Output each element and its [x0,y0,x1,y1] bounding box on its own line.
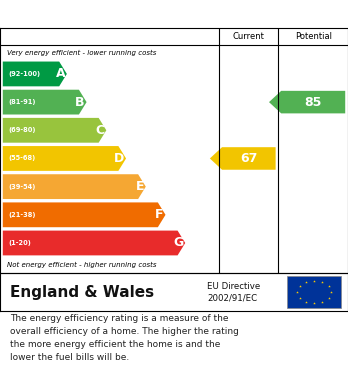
Polygon shape [3,90,87,115]
Text: (39-54): (39-54) [9,184,36,190]
Text: Potential: Potential [295,32,332,41]
Text: Current: Current [233,32,265,41]
Text: C: C [95,124,105,137]
Text: 85: 85 [304,96,322,109]
Text: D: D [114,152,124,165]
Polygon shape [3,146,126,171]
Text: 67: 67 [240,152,258,165]
Text: F: F [155,208,164,221]
Text: (1-20): (1-20) [9,240,32,246]
Text: Energy Efficiency Rating: Energy Efficiency Rating [10,7,220,22]
Text: Not energy efficient - higher running costs: Not energy efficient - higher running co… [7,262,157,268]
Polygon shape [3,118,106,143]
Text: (21-38): (21-38) [9,212,36,218]
Text: B: B [76,96,85,109]
Text: (81-91): (81-91) [9,99,36,105]
Polygon shape [269,91,345,113]
Text: EU Directive
2002/91/EC: EU Directive 2002/91/EC [207,282,260,302]
Polygon shape [3,231,185,255]
Text: England & Wales: England & Wales [10,285,155,300]
Text: G: G [173,237,183,249]
Text: A: A [55,67,65,81]
Polygon shape [3,203,166,227]
Text: (92-100): (92-100) [9,71,41,77]
Text: E: E [135,180,144,193]
Text: (69-80): (69-80) [9,127,36,133]
Polygon shape [3,61,67,86]
Text: (55-68): (55-68) [9,156,36,161]
Bar [287,276,341,308]
Text: The energy efficiency rating is a measure of the
overall efficiency of a home. T: The energy efficiency rating is a measur… [10,314,239,362]
Polygon shape [210,147,276,170]
Text: Very energy efficient - lower running costs: Very energy efficient - lower running co… [7,49,156,56]
Polygon shape [3,174,146,199]
